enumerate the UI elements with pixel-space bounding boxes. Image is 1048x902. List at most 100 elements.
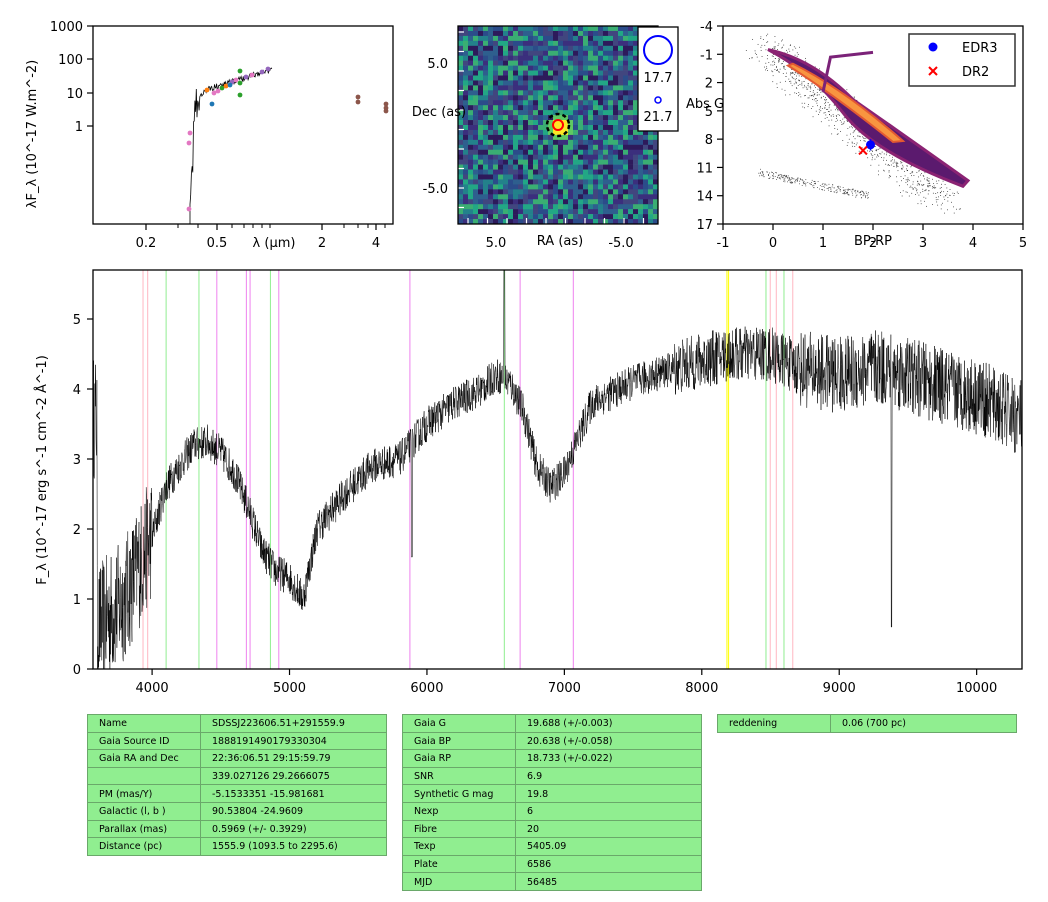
image-pixel <box>483 95 489 101</box>
cmd-field-star <box>918 170 920 172</box>
image-pixel <box>588 179 594 185</box>
image-pixel <box>513 174 519 180</box>
cmd-field-star <box>757 43 759 45</box>
image-pixel <box>568 35 574 42</box>
image-pixel <box>603 80 609 86</box>
image-pixel <box>463 179 469 185</box>
image-pixel <box>653 199 659 205</box>
image-pixel <box>588 120 594 126</box>
cmd-field-star <box>875 149 877 151</box>
image-pixel <box>653 174 659 180</box>
cmd-field-star <box>791 69 793 70</box>
image-pixel <box>573 144 579 151</box>
image-pixel <box>493 134 499 141</box>
image-pixel <box>653 129 659 136</box>
cmd-wd-star <box>805 182 807 184</box>
image-pixel <box>533 90 539 96</box>
cmd-field-star <box>867 157 869 159</box>
image-pixel <box>468 60 474 66</box>
cmd-field-star <box>807 83 809 85</box>
image-pixel <box>493 75 499 81</box>
image-pixel <box>468 65 474 71</box>
image-pixel <box>608 26 614 32</box>
row-value: 90.53804 -24.9609 <box>200 801 387 821</box>
cmd-field-star <box>900 192 901 193</box>
image-pixel <box>618 30 624 37</box>
cmd-field-star <box>820 89 821 91</box>
sed-xtick-4: 4 <box>372 236 380 251</box>
image-pixel <box>493 70 499 76</box>
cmd-field-star <box>824 107 826 109</box>
table-row: Synthetic G mag 19.8 <box>402 784 702 803</box>
image-pixel <box>483 30 489 37</box>
image-pixel <box>503 184 509 190</box>
table-row: Parallax (mas) 0.5969 (+/- 0.3929) <box>87 819 387 839</box>
cmd-field-star <box>756 54 757 55</box>
image-pixel <box>603 110 609 116</box>
cmd-field-star <box>805 95 806 96</box>
image-pixel <box>628 189 634 195</box>
cmd-field-star <box>812 90 814 91</box>
cmd-wd-star <box>800 178 801 180</box>
image-pixel <box>483 70 489 76</box>
image-pixel <box>473 199 479 205</box>
image-pixel <box>613 204 619 210</box>
cmd-wd-star <box>847 193 849 195</box>
image-pixel <box>653 149 659 155</box>
image-pixel <box>538 90 544 96</box>
image-pixel <box>513 179 519 185</box>
image-pixel <box>633 75 639 81</box>
cmd-field-star <box>912 171 914 173</box>
cmd-field-star <box>812 99 813 100</box>
image-pixel <box>603 164 609 170</box>
cmd-field-star <box>944 212 946 214</box>
sed-panel: 1000 100 10 1 0.2 0.5 2 4 λ (μm) λF_λ (1… <box>25 20 394 251</box>
cmd-field-star <box>760 36 762 38</box>
image-pixel <box>508 60 514 66</box>
image-pixel <box>463 189 469 195</box>
image-pixel <box>498 159 504 165</box>
image-pixel <box>588 60 594 66</box>
image-pixel <box>543 60 549 66</box>
cmd-wd-star <box>773 173 775 175</box>
cmd-wd-star <box>782 176 784 178</box>
cmd-field-star <box>811 83 813 85</box>
image-pixel <box>548 194 554 200</box>
cmd-wd-star <box>763 176 765 178</box>
image-pixel <box>488 154 494 160</box>
cmd-field-star <box>886 152 888 154</box>
image-pixel <box>493 129 499 136</box>
image-pixel <box>578 194 584 200</box>
image-pixel <box>543 65 549 71</box>
cmd-field-star <box>835 115 837 116</box>
cmd-field-star <box>869 150 871 152</box>
sed-photometry-point <box>237 92 243 98</box>
image-pixel <box>568 120 574 126</box>
cmd-wd-star <box>814 183 816 185</box>
image-pixel <box>543 40 549 47</box>
image-pixel <box>483 174 489 180</box>
cmd-wd-star <box>789 180 791 182</box>
image-pixel <box>633 199 639 205</box>
image-pixel <box>503 40 509 47</box>
image-pixel <box>538 169 544 175</box>
cmd-field-star <box>901 167 903 169</box>
cmd-field-star <box>767 70 768 71</box>
image-pixel <box>618 209 624 215</box>
cmd-field-star <box>765 62 767 64</box>
image-pixel <box>533 50 539 56</box>
cmd-wd-star <box>821 184 823 185</box>
image-pixel <box>528 179 534 185</box>
image-pixel <box>473 149 479 155</box>
image-pixel <box>648 149 654 155</box>
image-pixel <box>508 125 514 131</box>
image-pixel <box>648 129 654 136</box>
image-pixel <box>563 85 569 91</box>
cmd-wd-star <box>846 192 847 194</box>
cmd-field-star <box>819 89 821 91</box>
image-pixel <box>613 26 619 32</box>
cmd-ylabel: Abs G <box>686 97 724 112</box>
cmd-field-star <box>772 56 774 58</box>
cmd-field-star <box>863 137 865 139</box>
image-pixel <box>568 194 574 200</box>
